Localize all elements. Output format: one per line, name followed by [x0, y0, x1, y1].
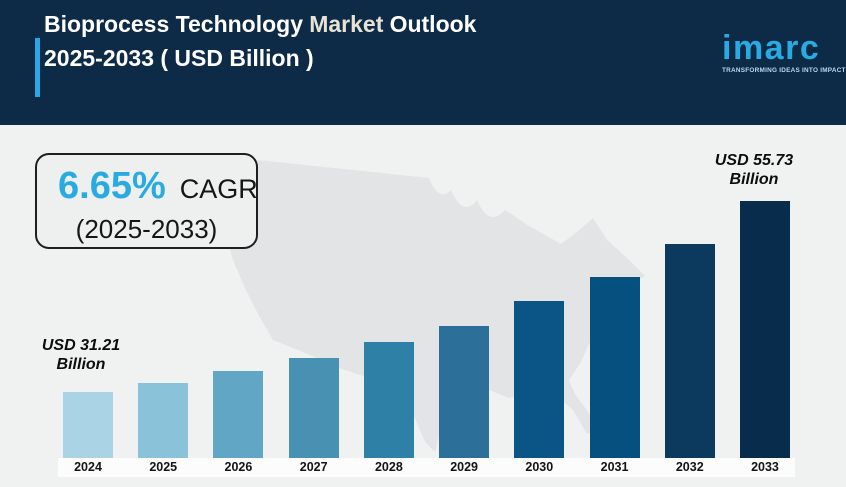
x-axis-label-2028: 2028 — [374, 460, 403, 474]
cagr-callout-box: 6.65% CAGR (2025-2033) — [35, 153, 258, 249]
x-axis-label-2031: 2031 — [600, 460, 629, 474]
annotation-2033-line2: Billion — [729, 171, 779, 188]
x-axis-label-2027: 2027 — [299, 460, 328, 474]
title-part-pre: Bioprocess Technology — [44, 11, 304, 37]
title-part-post: Outlook — [389, 11, 477, 37]
x-axis-label-2033: 2033 — [751, 460, 779, 474]
bar-2029 — [439, 326, 490, 458]
bars-row — [58, 201, 795, 458]
bar-2030 — [514, 301, 565, 458]
annotation-2024-value: USD 31.21 Billion — [25, 336, 137, 374]
bar-2024 — [63, 392, 113, 458]
title-line-2: 2025-2033 ( USD Billion ) — [44, 45, 314, 71]
x-axis-label-2024: 2024 — [74, 460, 102, 474]
page-title: Bioprocess Technology Market Outlook 2025-… — [44, 7, 483, 75]
bar-2027 — [288, 358, 339, 458]
x-axis-band: 2024 2025 2026 2027 2028 2029 2030 2031 2032 2033 — [58, 458, 795, 477]
imarc-logo-tagline: TRANSFORMING IDEAS INTO IMPACT — [722, 67, 846, 74]
bar-2031 — [589, 277, 640, 458]
x-axis-label-2032: 2032 — [675, 460, 704, 474]
annotation-2033-line1: USD 55.73 — [714, 152, 794, 169]
bar-2026 — [213, 371, 264, 458]
imarc-logo: imarc TRANSFORMING IDEAS INTO IMPACT — [722, 29, 846, 74]
x-axis-label-2026: 2026 — [224, 460, 253, 474]
imarc-logo-wordmark: imarc — [722, 29, 821, 67]
bar-2032 — [664, 244, 715, 458]
bar-2033 — [739, 201, 790, 458]
cagr-row: 6.65% CAGR — [37, 155, 258, 208]
title-part-highlight: Market — [309, 11, 384, 37]
x-axis-label-2025: 2025 — [149, 460, 178, 474]
annotation-2024-line1: USD 31.21 — [41, 337, 121, 354]
header-banner: Bioprocess Technology Market Outlook 2025-… — [0, 0, 846, 125]
cagr-period: (2025-2033) — [75, 214, 218, 244]
x-axis-label-2030: 2030 — [525, 460, 554, 474]
cagr-value: 6.65% — [58, 165, 166, 207]
x-axis-label-2029: 2029 — [450, 460, 478, 474]
annotation-2033-value: USD 55.73 Billion — [698, 151, 810, 189]
x-axis-labels-row: 2024 2025 2026 2027 2028 2029 2030 2031 2032 2033 — [58, 458, 795, 474]
annotation-2024-line2: Billion — [56, 356, 106, 373]
bar-2025 — [138, 383, 189, 458]
cagr-label: CAGR — [179, 174, 258, 204]
bar-2028 — [363, 342, 414, 458]
title-line-1: Bioprocess Technology Market Outlook — [44, 7, 483, 41]
title-accent-bar — [35, 38, 40, 97]
